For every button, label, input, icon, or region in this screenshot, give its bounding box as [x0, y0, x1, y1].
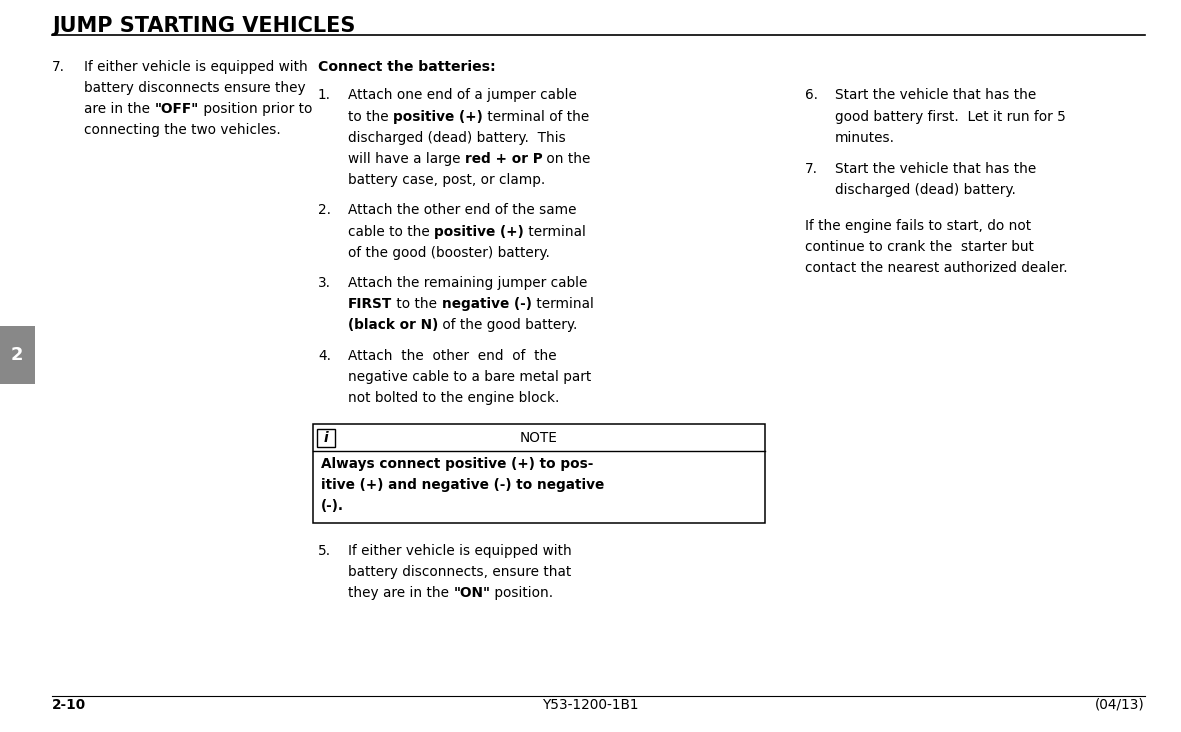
Text: Connect the batteries:: Connect the batteries:	[318, 60, 496, 74]
Text: If the engine fails to start, do not: If the engine fails to start, do not	[805, 220, 1031, 234]
Text: (04/13): (04/13)	[1095, 698, 1146, 712]
Text: negative (-): negative (-)	[442, 297, 531, 311]
Text: If either vehicle is equipped with: If either vehicle is equipped with	[348, 544, 572, 559]
Text: FIRST: FIRST	[348, 297, 392, 311]
Text: good battery first.  Let it run for 5: good battery first. Let it run for 5	[835, 110, 1066, 124]
Text: Start the vehicle that has the: Start the vehicle that has the	[835, 163, 1036, 176]
Text: Attach  the  other  end  of  the: Attach the other end of the	[348, 349, 556, 363]
Text: minutes.: minutes.	[835, 131, 895, 145]
Text: of the good (booster) battery.: of the good (booster) battery.	[348, 246, 550, 260]
Text: discharged (dead) battery.: discharged (dead) battery.	[835, 184, 1016, 198]
Text: Attach one end of a jumper cable: Attach one end of a jumper cable	[348, 89, 576, 102]
Text: terminal of the: terminal of the	[483, 110, 589, 124]
Text: position prior to: position prior to	[198, 102, 312, 116]
Text: of the good battery.: of the good battery.	[438, 318, 578, 332]
Text: cable to the: cable to the	[348, 225, 435, 239]
Text: to the: to the	[392, 297, 442, 311]
Text: they are in the: they are in the	[348, 586, 454, 600]
Text: red + or P: red + or P	[465, 152, 542, 165]
Text: battery disconnects ensure they: battery disconnects ensure they	[84, 81, 306, 95]
Text: position.: position.	[490, 586, 554, 600]
Text: continue to crank the  starter but: continue to crank the starter but	[805, 240, 1033, 255]
Text: 1.: 1.	[318, 89, 331, 102]
Text: terminal: terminal	[531, 297, 593, 311]
Text: 7.: 7.	[805, 163, 818, 176]
Text: discharged (dead) battery.  This: discharged (dead) battery. This	[348, 131, 566, 145]
Text: Y53-1200-1B1: Y53-1200-1B1	[542, 698, 638, 712]
Text: (black or N): (black or N)	[348, 318, 438, 332]
Text: terminal: terminal	[524, 225, 586, 239]
Text: 5.: 5.	[318, 544, 331, 559]
Text: itive (+) and negative (-) to negative: itive (+) and negative (-) to negative	[321, 478, 605, 492]
Text: on the: on the	[542, 152, 590, 165]
Text: positive (+): positive (+)	[435, 225, 524, 239]
Text: Start the vehicle that has the: Start the vehicle that has the	[835, 89, 1036, 102]
Text: battery disconnects, ensure that: battery disconnects, ensure that	[348, 565, 572, 579]
Text: 2: 2	[11, 346, 24, 364]
Text: Attach the remaining jumper cable: Attach the remaining jumper cable	[348, 276, 587, 291]
Text: "OFF": "OFF"	[155, 102, 198, 116]
Text: not bolted to the engine block.: not bolted to the engine block.	[348, 391, 560, 406]
Text: will have a large: will have a large	[348, 152, 465, 165]
Text: 2-10: 2-10	[52, 698, 86, 712]
Text: positive (+): positive (+)	[393, 110, 483, 124]
Text: 6.: 6.	[805, 89, 818, 102]
Text: Always connect positive (+) to pos-: Always connect positive (+) to pos-	[321, 457, 593, 471]
Text: If either vehicle is equipped with: If either vehicle is equipped with	[84, 60, 308, 74]
Text: to the: to the	[348, 110, 393, 124]
Bar	[0, 326, 35, 384]
Text: Attach the other end of the same: Attach the other end of the same	[348, 203, 576, 217]
Text: negative cable to a bare metal part: negative cable to a bare metal part	[348, 370, 592, 384]
Bar	[313, 424, 765, 523]
Text: "ON": "ON"	[454, 586, 490, 600]
Text: NOTE: NOTE	[520, 430, 557, 444]
Text: 4.: 4.	[318, 349, 331, 363]
Text: 2.: 2.	[318, 203, 331, 217]
Text: i: i	[324, 430, 328, 444]
Text: battery case, post, or clamp.: battery case, post, or clamp.	[348, 173, 546, 187]
Text: are in the: are in the	[84, 102, 155, 116]
Text: 3.: 3.	[318, 276, 331, 291]
Text: JUMP STARTING VEHICLES: JUMP STARTING VEHICLES	[52, 16, 355, 36]
Bar	[317, 429, 335, 447]
Text: (-).: (-).	[321, 498, 344, 513]
Text: contact the nearest authorized dealer.: contact the nearest authorized dealer.	[805, 261, 1068, 275]
Text: 7.: 7.	[52, 60, 65, 74]
Text: connecting the two vehicles.: connecting the two vehicles.	[84, 123, 281, 138]
